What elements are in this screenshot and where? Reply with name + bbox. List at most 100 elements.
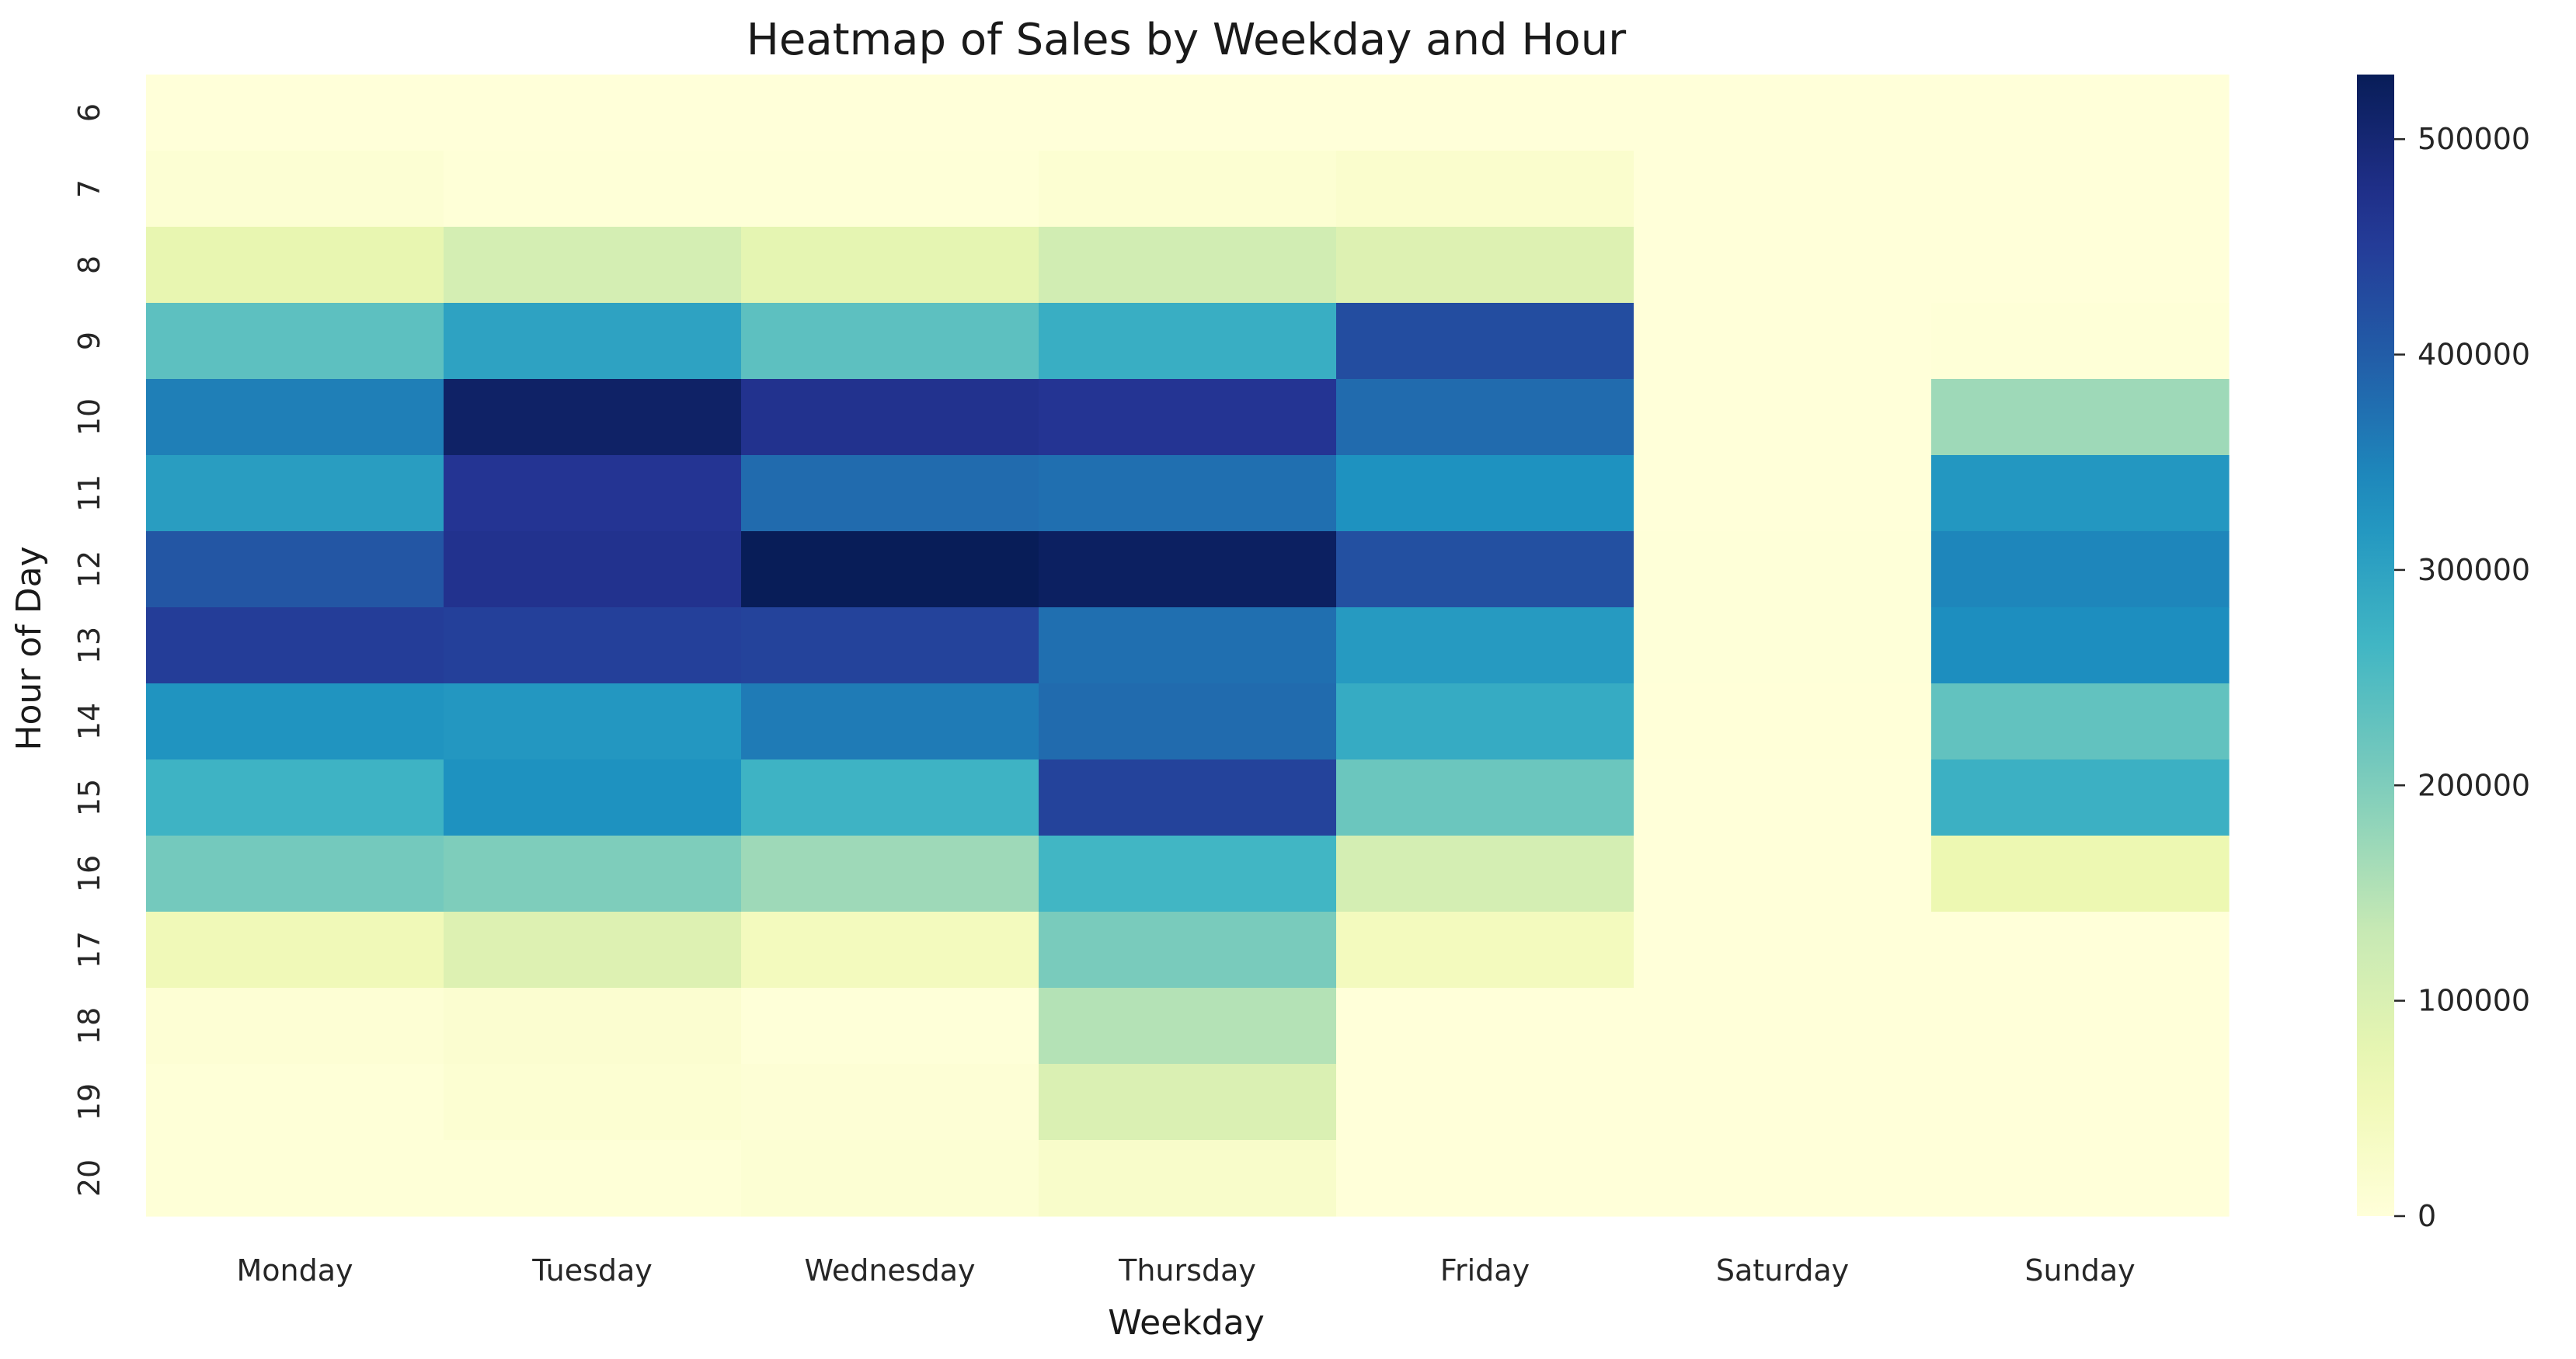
heatmap-cell-16-sunday [1931,836,2230,912]
heatmap-cell-19-thursday [1039,1064,1337,1141]
x-axis-label: Weekday [1108,1303,1264,1343]
heatmap-cell-13-saturday [1634,607,1932,684]
heatmap-cell-19-sunday [1931,1064,2230,1141]
heatmap-cell-15-saturday [1634,759,1932,836]
heatmap-cell-18-sunday [1931,988,2230,1065]
heatmap-cell-16-wednesday [741,836,1039,912]
heatmap-cell-8-monday [146,227,444,304]
heatmap-cell-18-monday [146,988,444,1065]
y-tick-label: 16 [72,855,106,892]
y-tick-label: 14 [72,703,106,740]
heatmap-cell-14-monday [146,683,444,760]
heatmap-cell-19-wednesday [741,1064,1039,1141]
y-tick-label: 8 [72,255,106,274]
heatmap-cell-9-wednesday [741,303,1039,380]
heatmap-cell-12-thursday [1039,531,1337,608]
heatmap-cell-12-sunday [1931,531,2230,608]
heatmap-cell-6-wednesday [741,75,1039,151]
heatmap-cell-8-friday [1336,227,1634,304]
heatmap-cell-8-tuesday [444,227,742,304]
heatmap-cell-20-wednesday [741,1140,1039,1217]
heatmap-cell-18-thursday [1039,988,1337,1065]
heatmap-cell-13-sunday [1931,607,2230,684]
heatmap-cell-11-monday [146,455,444,532]
heatmap-cell-18-tuesday [444,988,742,1065]
heatmap-cell-15-friday [1336,759,1634,836]
heatmap-cell-17-monday [146,912,444,989]
heatmap-cell-14-wednesday [741,683,1039,760]
heatmap-cell-18-saturday [1634,988,1932,1065]
heatmap-cell-6-monday [146,75,444,151]
heatmap-cell-17-saturday [1634,912,1932,989]
heatmap-cell-20-monday [146,1140,444,1217]
heatmap-cell-7-monday [146,151,444,228]
heatmap-cell-10-friday [1336,379,1634,456]
y-tick-label: 17 [72,931,106,968]
heatmap-cell-6-sunday [1931,75,2230,151]
heatmap-cell-7-saturday [1634,151,1932,228]
heatmap-cell-9-saturday [1634,303,1932,380]
heatmap-cell-16-tuesday [444,836,742,912]
y-tick-label: 10 [72,398,106,436]
y-tick-label: 20 [72,1159,106,1197]
colorbar-tick-label: 200000 [2418,768,2530,802]
heatmap-cell-19-monday [146,1064,444,1141]
heatmap-cell-9-monday [146,303,444,380]
heatmap-cell-9-thursday [1039,303,1337,380]
y-tick-label: 9 [72,332,106,350]
chart-title: Heatmap of Sales by Weekday and Hour [747,15,1627,65]
x-tick-label: Wednesday [804,1253,975,1288]
heatmap-cell-17-wednesday [741,912,1039,989]
heatmap-cell-6-thursday [1039,75,1337,151]
heatmap-cell-14-sunday [1931,683,2230,760]
heatmap-cell-15-tuesday [444,759,742,836]
heatmap-cell-17-friday [1336,912,1634,989]
y-axis-label: Hour of Day [9,546,49,750]
y-tick-label: 18 [72,1007,106,1044]
y-tick-labels: 6 7 8 9 10 11 12 13 14 15 16 17 18 19 20 [72,103,106,1197]
heatmap-cell-10-sunday [1931,379,2230,456]
heatmap-cell-7-friday [1336,151,1634,228]
heatmap-cell-8-thursday [1039,227,1337,304]
x-tick-label: Sunday [2024,1253,2135,1288]
heatmap-cell-11-wednesday [741,455,1039,532]
heatmap-cell-12-saturday [1634,531,1932,608]
x-tick-label: Tuesday [531,1253,653,1288]
y-tick-label: 15 [72,779,106,816]
y-tick-label: 19 [72,1083,106,1121]
heatmap-cell-13-tuesday [444,607,742,684]
heatmap-cell-9-sunday [1931,303,2230,380]
heatmap-cell-7-wednesday [741,151,1039,228]
y-tick-label: 11 [72,474,106,512]
x-tick-labels: Monday Tuesday Wednesday Thursday Friday Satu… [236,1253,2135,1288]
heatmap-cell-10-thursday [1039,379,1337,456]
heatmap-cell-12-friday [1336,531,1634,608]
heatmap-cell-14-friday [1336,683,1634,760]
heatmap-cell-10-tuesday [444,379,742,456]
heatmap-cell-13-thursday [1039,607,1337,684]
heatmap-cell-7-thursday [1039,151,1337,228]
heatmap-cell-14-saturday [1634,683,1932,760]
heatmap-cell-8-saturday [1634,227,1932,304]
colorbar [2357,75,2394,1216]
heatmap-cell-6-saturday [1634,75,1932,151]
heatmap-cell-20-saturday [1634,1140,1932,1217]
heatmap-cell-15-monday [146,759,444,836]
heatmap-cell-9-friday [1336,303,1634,380]
heatmap-cell-20-sunday [1931,1140,2230,1217]
heatmap-cell-13-monday [146,607,444,684]
x-tick-label: Thursday [1118,1253,1256,1288]
x-tick-label: Monday [236,1253,353,1288]
heatmap-cell-19-friday [1336,1064,1634,1141]
colorbar-tick-label: 500000 [2418,122,2530,156]
heatmap-cell-17-tuesday [444,912,742,989]
heatmap-cell-20-friday [1336,1140,1634,1217]
heatmap-cell-17-thursday [1039,912,1337,989]
y-tick-label: 7 [72,179,106,198]
heatmap-cell-19-saturday [1634,1064,1932,1141]
heatmap-cell-11-thursday [1039,455,1337,532]
heatmap-cell-6-friday [1336,75,1634,151]
heatmap-cell-19-tuesday [444,1064,742,1141]
x-tick-label: Saturday [1716,1253,1849,1288]
